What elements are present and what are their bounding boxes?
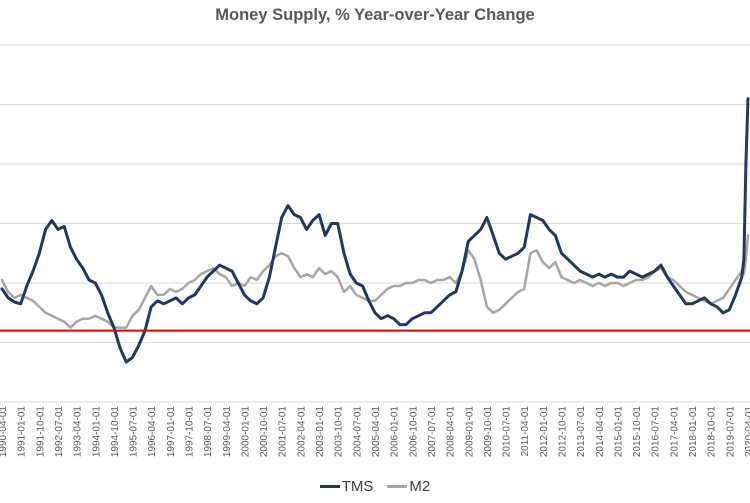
x-tick-label: 1996-04-01 [147,406,158,458]
x-tick-label: 2006-01-01 [390,406,401,458]
x-tick-label: 2006-10-01 [408,406,419,458]
x-tick-label: 2016-07-01 [651,406,662,458]
x-tick-label: 2005-04-01 [371,406,382,458]
x-tick-label: 2013-07-01 [576,406,587,458]
series-line-tms [0,97,750,364]
x-tick-label: 2002-04-01 [296,406,307,458]
x-tick-label: 2018-01-01 [688,406,699,458]
x-tick-label: 1994-01-01 [91,406,102,458]
legend-swatch-tms [319,485,340,488]
x-tick-label: 1999-04-01 [222,406,233,458]
x-tick-label: 2014-04-01 [595,406,606,458]
x-tick-label: 2000-01-01 [240,406,251,458]
x-tick-label: 2019-07-01 [725,406,736,458]
series-line-m2 [0,234,750,329]
x-tick-label: 2003-10-01 [334,406,345,458]
x-tick-label: 1991-01-01 [17,406,28,458]
x-tick-label: 2001-07-01 [278,406,289,458]
x-tick-label: 1993-04-01 [73,406,84,458]
legend: TMS M2 [0,478,750,495]
x-tick-label: 2015-10-01 [632,406,643,458]
x-tick-label: 1992-07-01 [54,406,65,458]
legend-swatch-m2 [387,485,408,488]
x-tick-label: 2020-04-01 [744,406,750,458]
legend-item-m2: M2 [387,478,430,495]
x-tick-label: 2017-04-01 [669,406,680,458]
x-tick-label: 2007-07-01 [427,406,438,458]
chart-title: Money Supply, % Year-over-Year Change [215,6,535,24]
x-tick-label: 2003-01-01 [315,406,326,458]
legend-label-tms: TMS [341,478,374,495]
x-tick-label: 2008-04-01 [446,406,457,458]
x-tick-label: 2010-07-01 [502,406,513,458]
x-tick-label: 2009-01-01 [464,406,475,458]
x-tick-label: 2004-07-01 [352,406,363,458]
x-tick-label: 2000-10-01 [259,406,270,458]
legend-label-m2: M2 [409,478,431,495]
x-tick-label: 2012-10-01 [558,406,569,458]
x-tick-label: 1997-01-01 [166,406,177,458]
x-tick-label: 2012-01-01 [539,406,550,458]
x-tick-label: 2011-04-01 [520,406,531,457]
x-tick-label: 1998-07-01 [203,406,214,458]
x-tick-label: 1995-07-01 [129,406,140,458]
x-tick-label: 1997-10-01 [185,406,196,458]
x-tick-label: 2009-10-01 [483,406,494,458]
x-tick-label: 1990-04-01 [0,406,9,458]
x-tick-label: 1991-10-01 [35,406,46,458]
x-tick-label: 2015-01-01 [613,406,624,458]
x-tick-label: 2018-10-01 [707,406,718,458]
x-tick-label: 1994-10-01 [110,406,121,458]
legend-item-tms: TMS [319,478,374,495]
